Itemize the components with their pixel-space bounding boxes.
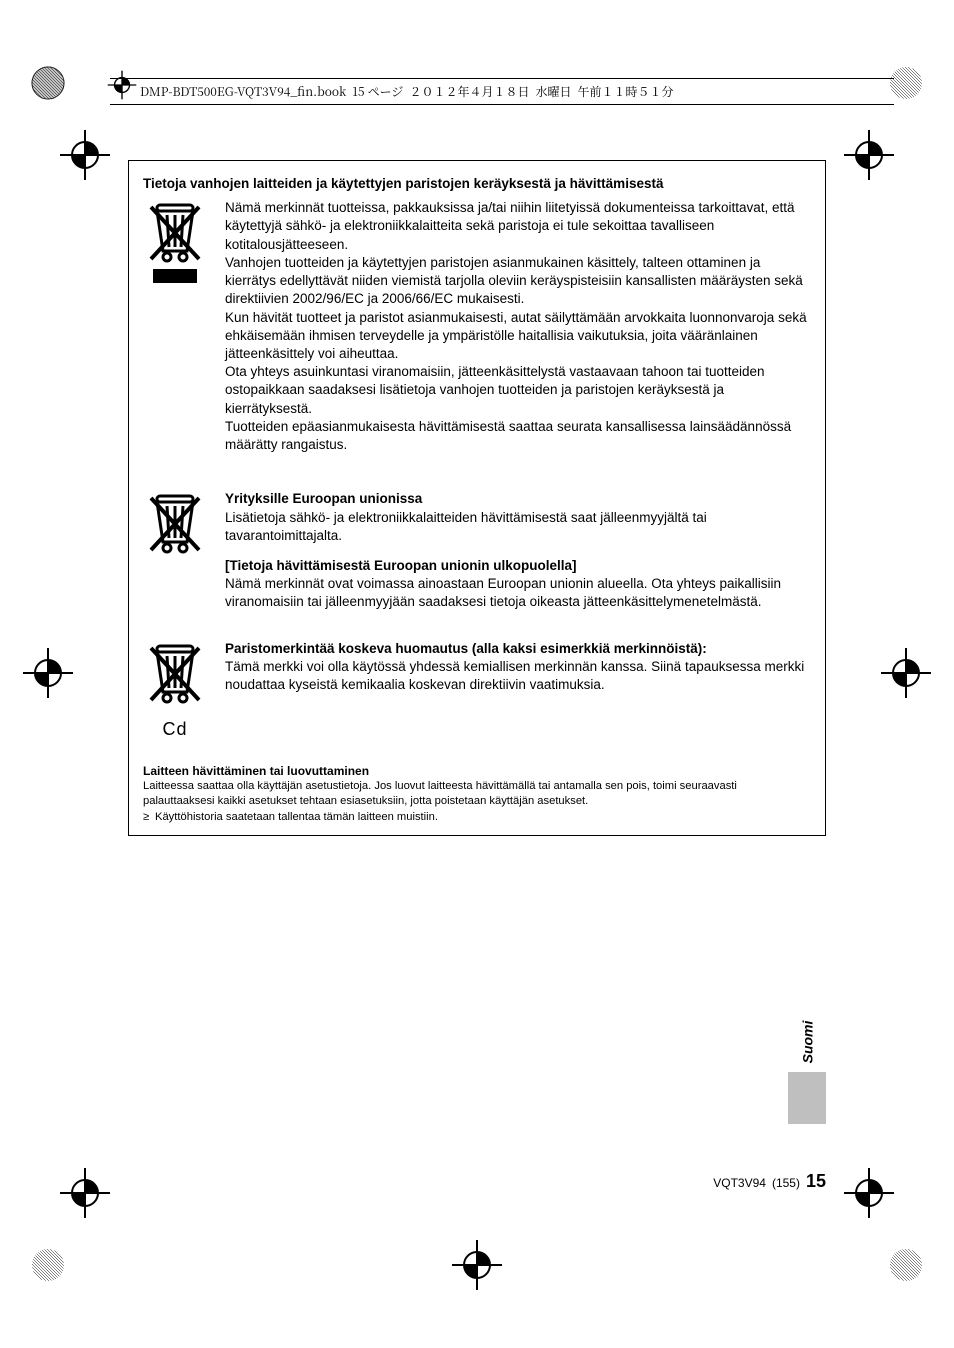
- page-footer: VQT3V94 (155) 15: [713, 1171, 826, 1192]
- content-frame: Tietoja vanhojen laitteiden ja käytettyj…: [128, 160, 826, 836]
- footer-doc-seq: (155): [772, 1176, 800, 1190]
- battery-note-block: Cd Paristomerkintää koskeva huomautus (a…: [143, 640, 811, 742]
- battery-note-title: Paristomerkintää koskeva huomautus (alla…: [225, 640, 811, 658]
- footer-page-number: 15: [806, 1171, 826, 1192]
- body-paragraph-3: Kun hävität tuotteet ja paristot asianmu…: [225, 309, 811, 364]
- language-tab-marker: [788, 1072, 826, 1124]
- weee-icon-plain: [143, 490, 207, 611]
- weee-bin-icon: [143, 640, 207, 710]
- eu-companies-block: Yrityksille Euroopan unionissa Lisätieto…: [143, 490, 811, 611]
- weee-bin-icon: [143, 490, 207, 560]
- section-title: Tietoja vanhojen laitteiden ja käytettyj…: [143, 175, 811, 193]
- registration-target-right: [881, 648, 931, 698]
- registration-target-bl: [60, 1168, 110, 1218]
- header-time: 午前１１時５１分: [577, 83, 673, 100]
- weee-icon-with-bar: [143, 199, 207, 454]
- header-date: ２０１２年４月１８日: [409, 83, 529, 100]
- body-paragraph-2: Vanhojen tuotteiden ja käytettyjen paris…: [225, 254, 811, 309]
- crop-mark-top-left: [28, 63, 68, 103]
- header-registration-icon: [105, 68, 139, 102]
- crop-mark-bottom-right: [886, 1245, 926, 1285]
- header-weekday: 水曜日: [535, 83, 571, 100]
- registration-target-tr: [844, 130, 894, 180]
- framemaker-header: DMP-BDT500EG-VQT3V94_fin.book 15 ページ ２０１…: [110, 78, 894, 105]
- battery-note-body: Tämä merkki voi olla käytössä yhdessä ke…: [225, 658, 811, 694]
- weee-bin-icon: [143, 199, 207, 285]
- non-eu-title: [Tietoja hävittämisestä Euroopan unionin…: [225, 557, 811, 575]
- device-disposal-body: Laitteessa saattaa olla käyttäjän asetus…: [143, 779, 811, 809]
- recycling-info-block: Nämä merkinnät tuotteissa, pakkauksissa …: [143, 199, 811, 454]
- device-disposal-bullet-text: Käyttöhistoria saatetaan tallentaa tämän…: [155, 810, 438, 825]
- registration-target-br: [844, 1168, 894, 1218]
- eu-companies-title: Yrityksille Euroopan unionissa: [225, 490, 811, 508]
- non-eu-body: Nämä merkinnät ovat voimassa ainoastaan …: [225, 575, 811, 611]
- language-tab-label: Suomi: [799, 1021, 815, 1064]
- registration-target-bottom-center: [452, 1240, 502, 1290]
- device-disposal-bullet: ≥ Käyttöhistoria saatetaan tallentaa täm…: [143, 810, 811, 825]
- footer-doc-code: VQT3V94: [713, 1176, 766, 1190]
- body-paragraph-4: Ota yhteys asuinkuntasi viranomaisiin, j…: [225, 363, 811, 418]
- registration-target-tl: [60, 130, 110, 180]
- header-page-label: 15 ページ: [352, 83, 403, 100]
- device-disposal-title: Laitteen hävittäminen tai luovuttaminen: [143, 763, 811, 779]
- crop-mark-bottom-left: [28, 1245, 68, 1285]
- weee-icon-cd: Cd: [143, 640, 207, 742]
- cd-chemical-label: Cd: [143, 717, 207, 741]
- device-disposal-block: Laitteen hävittäminen tai luovuttaminen …: [143, 763, 811, 825]
- language-tab: Suomi: [788, 1012, 826, 1124]
- header-file-name: DMP-BDT500EG-VQT3V94_fin.book: [140, 83, 346, 100]
- registration-target-left: [23, 648, 73, 698]
- body-paragraph-1: Nämä merkinnät tuotteissa, pakkauksissa …: [225, 199, 811, 254]
- bullet-dot-icon: ≥: [143, 810, 155, 825]
- body-paragraph-5: Tuotteiden epäasianmukaisesta hävittämis…: [225, 418, 811, 454]
- eu-companies-body: Lisätietoja sähkö- ja elektroniikkalaitt…: [225, 509, 811, 545]
- page: DMP-BDT500EG-VQT3V94_fin.book 15 ページ ２０１…: [0, 0, 954, 1348]
